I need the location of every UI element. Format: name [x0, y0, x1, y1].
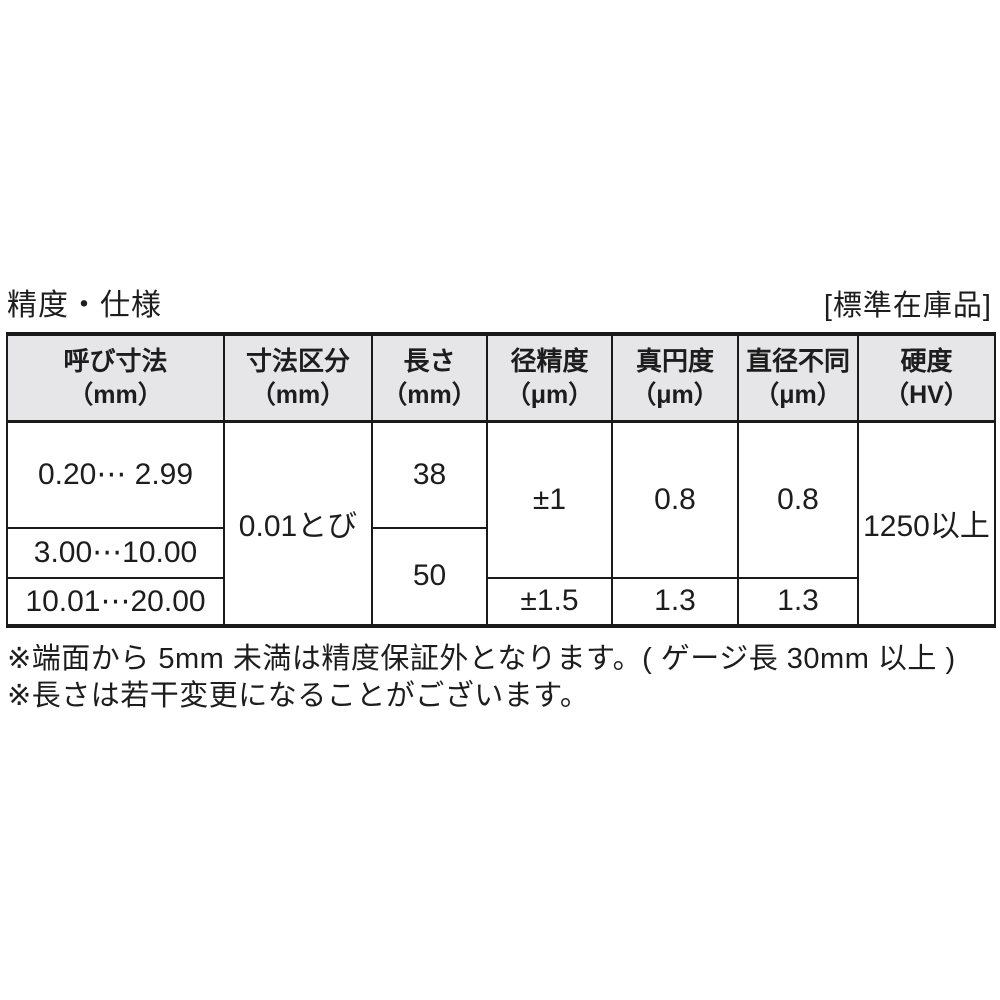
header-roundness-unit: （μm） [631, 380, 719, 409]
header-length-label: 長さ [403, 345, 456, 376]
header-diameter-accuracy-unit: （μm） [505, 380, 594, 409]
header-nominal-size: 呼び寸法 （mm） [6, 333, 225, 423]
cell-length-38: 38 [371, 420, 488, 529]
header-hardness-label: 硬度 [900, 345, 953, 376]
cell-dia-variation-b: 1.3 [737, 576, 859, 627]
header-size-increment: 寸法区分 （mm） [223, 333, 373, 423]
header-length-unit: （mm） [382, 380, 477, 409]
spec-table: 呼び寸法 （mm） 寸法区分 （mm） 長さ （mm） 径精度 （μm） 真円度 [6, 332, 996, 628]
cell-roundness-a: 0.8 [611, 420, 739, 579]
cell-roundness-b: 1.3 [611, 576, 739, 627]
header-diameter-variation-label: 直径不同 [745, 345, 850, 376]
header-diameter-accuracy-label: 径精度 [510, 345, 589, 376]
cell-dia-accuracy-a: ±1 [486, 420, 613, 579]
header-size-increment-label: 寸法区分 [245, 345, 350, 376]
topline: 精度・仕様 [標準在庫品] [7, 280, 992, 324]
cell-size-range-3: 10.01⋯20.00 [6, 576, 225, 627]
cell-dia-accuracy-b: ±1.5 [486, 576, 613, 627]
footnotes: ※端面から 5mm 未満は精度保証外となります。( ゲージ長 30mm 以上 )… [7, 641, 956, 715]
header-length: 長さ （mm） [371, 333, 488, 423]
cell-length-50: 50 [371, 526, 488, 627]
spec-table-header: 呼び寸法 （mm） 寸法区分 （mm） 長さ （mm） 径精度 （μm） 真円度 [6, 333, 996, 423]
cell-size-range-1: 0.20⋯ 2.99 [6, 420, 225, 529]
table-row: 10.01⋯20.00 ±1.5 1.3 1.3 [6, 576, 995, 627]
table-row: 3.00⋯10.00 50 [6, 526, 995, 627]
header-hardness-unit: （HV） [884, 380, 969, 409]
header-roundness-label: 真円度 [635, 345, 714, 376]
header-diameter-variation: 直径不同 （μm） [737, 333, 859, 423]
header-roundness: 真円度 （μm） [611, 333, 739, 423]
header-diameter-accuracy: 径精度 （μm） [486, 333, 613, 423]
cell-dia-variation-a: 0.8 [737, 420, 859, 579]
header-diameter-variation-unit: （μm） [754, 380, 842, 409]
table-row: 0.20⋯ 2.99 0.01とび 38 ±1 0.8 0.8 1250以上 [6, 420, 996, 627]
header-nominal-size-label: 呼び寸法 [63, 345, 168, 376]
cell-hardness: 1250以上 [857, 420, 996, 627]
header-hardness: 硬度 （HV） [857, 333, 996, 423]
header-size-increment-unit: （mm） [250, 380, 346, 409]
cell-size-range-2: 3.00⋯10.00 [6, 526, 225, 579]
header-nominal-size-unit: （mm） [68, 380, 163, 409]
stock-status-label: [標準在庫品] [823, 290, 992, 322]
header-row: 呼び寸法 （mm） 寸法区分 （mm） 長さ （mm） 径精度 （μm） 真円度 [6, 333, 996, 423]
footnote-accuracy-guarantee: ※端面から 5mm 未満は精度保証外となります。( ゲージ長 30mm 以上 ) [7, 643, 956, 675]
spec-table-body: 0.20⋯ 2.99 0.01とび 38 ±1 0.8 0.8 1250以上 3… [6, 420, 996, 627]
cell-increment: 0.01とび [223, 420, 373, 627]
footnote-length-change: ※長さは若干変更になることがございます。 [7, 680, 590, 712]
page-title: 精度・仕様 [7, 289, 162, 322]
